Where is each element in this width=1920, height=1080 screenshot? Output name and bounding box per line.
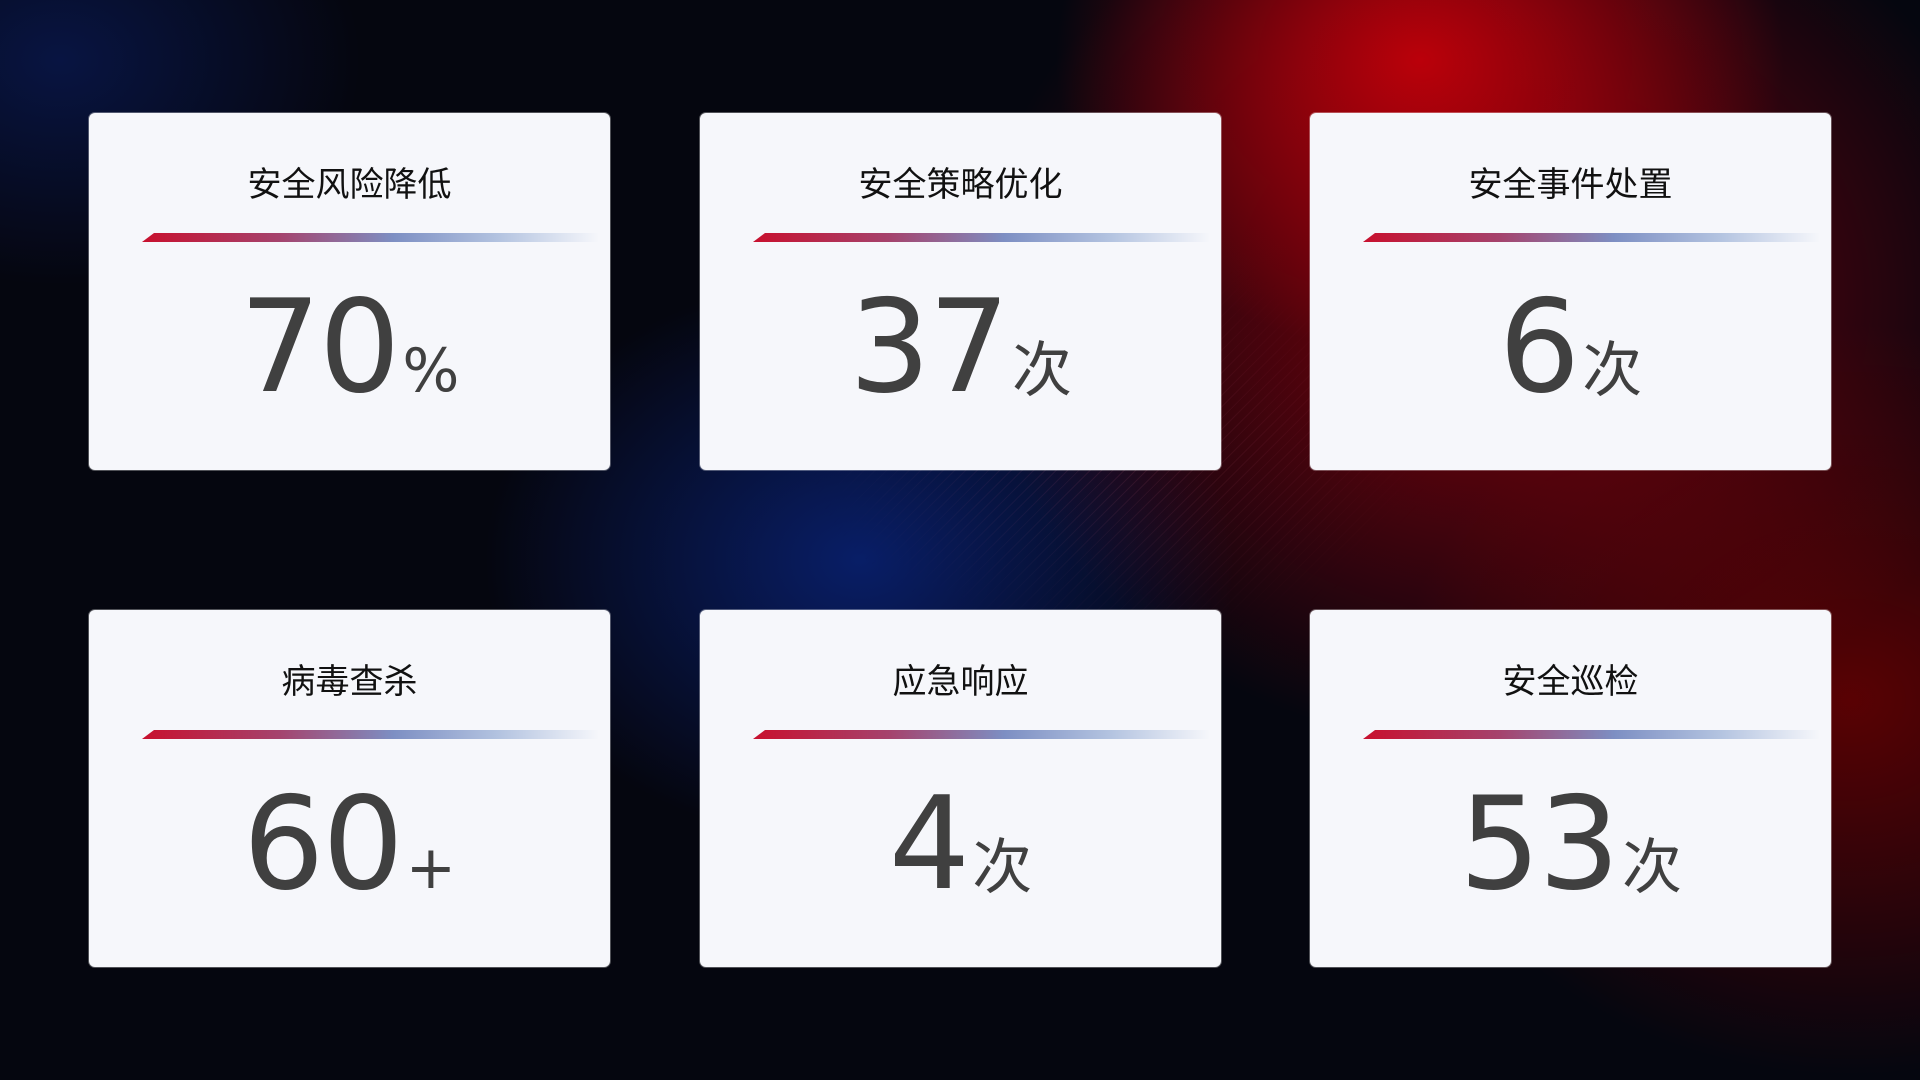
stat-card-risk-reduction: 安全风险降低 70% [89,113,610,470]
card-divider [1363,233,1820,242]
card-divider [142,730,599,739]
card-value: 53次 [1310,770,1831,919]
card-value: 37次 [700,273,1221,422]
stat-card-security-inspection: 安全巡检 53次 [1310,610,1831,967]
card-title: 病毒查杀 [281,662,418,702]
value-unit: + [405,833,457,903]
card-title: 应急响应 [892,662,1029,702]
value-unit: 次 [1011,336,1072,406]
value-unit: % [402,336,460,406]
stat-card-virus-removal: 病毒查杀 60+ [89,610,610,967]
card-value: 70% [89,273,610,422]
value-number: 6 [1498,273,1580,422]
value-number: 53 [1459,770,1620,919]
card-title: 安全策略优化 [858,165,1063,205]
value-unit: 次 [1621,833,1682,903]
value-number: 60 [242,770,404,919]
stat-card-emergency-response: 应急响应 4次 [700,610,1221,967]
card-value: 60+ [89,770,610,919]
stat-card-incident-handling: 安全事件处置 6次 [1310,113,1831,470]
card-value: 4次 [700,770,1221,919]
value-number: 70 [239,273,401,422]
value-number: 37 [849,273,1010,422]
card-title: 安全事件处置 [1468,165,1673,205]
card-divider [1363,730,1820,739]
value-unit: 次 [972,833,1033,903]
card-value: 6次 [1310,273,1831,422]
value-unit: 次 [1582,336,1643,406]
card-divider [142,233,599,242]
card-title: 安全风险降低 [247,165,452,205]
stat-card-policy-optimization: 安全策略优化 37次 [700,113,1221,470]
card-divider [753,730,1210,739]
card-title: 安全巡检 [1502,662,1639,702]
value-number: 4 [888,770,970,919]
card-divider [753,233,1210,242]
